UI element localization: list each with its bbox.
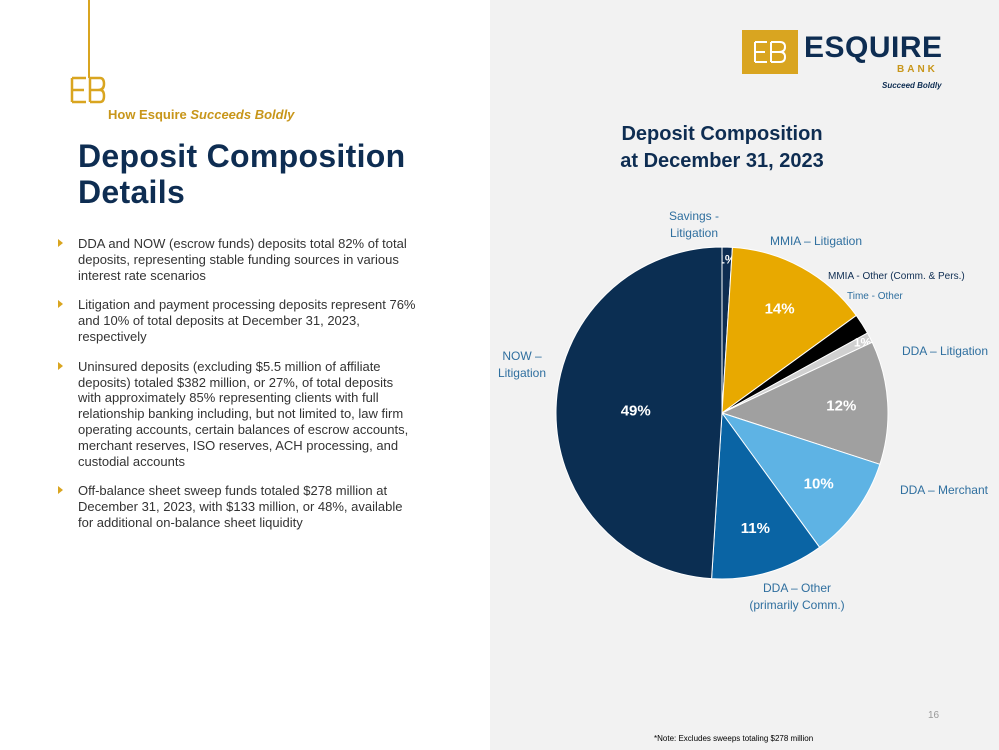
- page-title-line1: Deposit Composition: [78, 138, 406, 174]
- chart-title-line2: at December 31, 2023: [620, 150, 824, 172]
- chart-title: Deposit Composition at December 31, 2023: [572, 121, 872, 175]
- tagline: How Esquire Succeeds Boldly: [108, 107, 294, 122]
- bullet-item: Off-balance sheet sweep funds totaled $2…: [58, 483, 418, 530]
- slice-category-label: DDA – Other (primarily Comm.): [749, 581, 844, 612]
- pie-slice: [720, 341, 889, 465]
- slice-category-label: MMIA – Litigation: [770, 234, 862, 248]
- chart-title-line1: Deposit Composition: [621, 123, 823, 145]
- slice-percent-label: 49%: [621, 402, 651, 419]
- bullet-marker-icon: [58, 486, 63, 495]
- slice-percent-label: 12%: [826, 397, 856, 414]
- bullet-list: DDA and NOW (escrow funds) deposits tota…: [58, 236, 418, 545]
- bullet-text: Off-balance sheet sweep funds totaled $2…: [78, 483, 403, 530]
- tagline-emphasis: Succeeds Boldly: [190, 107, 295, 122]
- slice-category-label: DDA – Merchant: [900, 483, 989, 497]
- slice-percent-label: 2%: [844, 324, 862, 338]
- tagline-prefix: How Esquire: [108, 107, 187, 122]
- bullet-text: Uninsured deposits (excluding $5.5 milli…: [78, 358, 409, 469]
- slice-category-label: Time - Other: [847, 291, 903, 302]
- footnote: *Note: Excludes sweeps totaling $278 mil…: [654, 734, 814, 743]
- slice-category-label: DDA – Litigation: [902, 344, 988, 358]
- esquire-bank-logo: ESQUIRE BANK Succeed Boldly: [742, 30, 942, 92]
- eb-monogram-icon: [70, 76, 106, 104]
- pie-slice: [711, 411, 821, 580]
- pie-slice: [721, 246, 857, 415]
- page-title-line2: Details: [78, 174, 186, 210]
- slice-percent-label: 14%: [765, 300, 795, 317]
- pie-slice: [720, 412, 881, 548]
- slice-category-label: Savings -Litigation: [669, 209, 719, 240]
- logo-motto: Succeed Boldly: [882, 81, 942, 90]
- gold-accent-line: [88, 0, 90, 78]
- slice-category-label: MMIA - Other (Comm. & Pers.): [828, 271, 965, 282]
- bullet-item: DDA and NOW (escrow funds) deposits tota…: [58, 236, 418, 283]
- logo-bank: BANK: [897, 64, 938, 75]
- bullet-marker-icon: [58, 361, 63, 370]
- bullet-marker-icon: [58, 300, 63, 309]
- bullet-text: Litigation and payment processing deposi…: [78, 297, 416, 344]
- bullet-item: Uninsured deposits (excluding $5.5 milli…: [58, 359, 418, 470]
- page-number: 16: [928, 710, 940, 721]
- slice-category-label: NOW – Litigation: [498, 349, 546, 380]
- left-panel: [0, 0, 490, 750]
- slice-percent-label: 10%: [804, 475, 834, 492]
- bullet-marker-icon: [58, 239, 63, 247]
- logo-monogram-icon: [742, 30, 798, 74]
- slice-percent-label: 11%: [741, 520, 770, 537]
- logo-name: ESQUIRE: [804, 31, 943, 64]
- page-title: Deposit Composition Details: [78, 138, 405, 210]
- pie-slice: [555, 246, 723, 580]
- bullet-item: Litigation and payment processing deposi…: [58, 297, 418, 344]
- bullet-text: DDA and NOW (escrow funds) deposits tota…: [78, 236, 407, 283]
